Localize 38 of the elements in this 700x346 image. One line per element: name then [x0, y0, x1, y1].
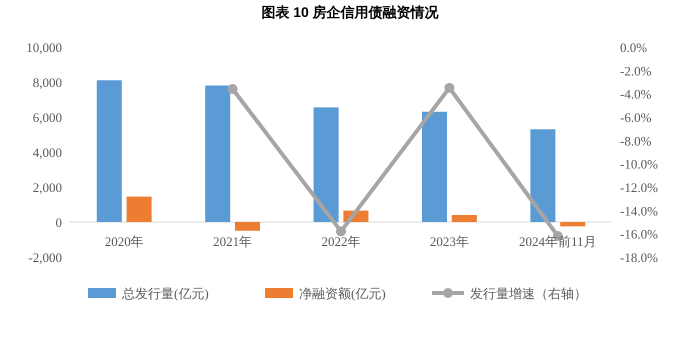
y2-tick-label: -4.0%	[620, 86, 652, 102]
bar	[314, 107, 339, 222]
y2-tick-label: -16.0%	[620, 226, 658, 242]
y2-tick-label: -12.0%	[620, 180, 658, 195]
y-tick-label: 6,000	[32, 110, 62, 125]
x-tick-label: 2022年	[322, 234, 360, 249]
bar	[452, 215, 477, 222]
y-tick-label: -2,000	[28, 250, 62, 265]
x-tick-label: 2024年前11月	[519, 234, 597, 249]
y-tick-label: 0	[56, 215, 62, 230]
y-tick-label: 4,000	[32, 145, 62, 160]
bar	[234, 222, 260, 231]
y2-tick-label: -6.0%	[620, 110, 652, 125]
bar	[530, 129, 556, 222]
bar	[205, 86, 230, 222]
y2-tick-label: -2.0%	[620, 63, 652, 78]
point	[336, 226, 346, 236]
x-tick-label: 2023年	[430, 234, 469, 249]
legend-label: 净融资额(亿元)	[299, 286, 386, 301]
y2-tick-label: -10.0%	[620, 156, 658, 172]
x-tick-label: 2021年	[213, 234, 252, 249]
bar	[126, 196, 152, 222]
y-tick-label: 2,000	[32, 180, 62, 195]
y2-tick-label: 0.0%	[620, 40, 648, 55]
bar	[96, 80, 122, 222]
y-tick-label: 8,000	[32, 75, 62, 90]
chart-title: 图表 10 房企信用债融资情况	[261, 4, 440, 20]
legend-label: 发行量增速（右轴）	[470, 286, 587, 301]
y2-tick-label: -18.0%	[620, 250, 658, 265]
point	[228, 84, 238, 94]
point	[444, 82, 454, 93]
y-tick-label: 10,000	[26, 40, 62, 55]
bar	[422, 112, 448, 222]
y2-tick-label: -8.0%	[620, 133, 652, 148]
bar	[560, 222, 586, 226]
y2-tick-label: -14.0%	[620, 203, 658, 218]
legend-label: 总发行量(亿元)	[121, 286, 209, 301]
x-tick-label: 2020年	[104, 234, 144, 249]
